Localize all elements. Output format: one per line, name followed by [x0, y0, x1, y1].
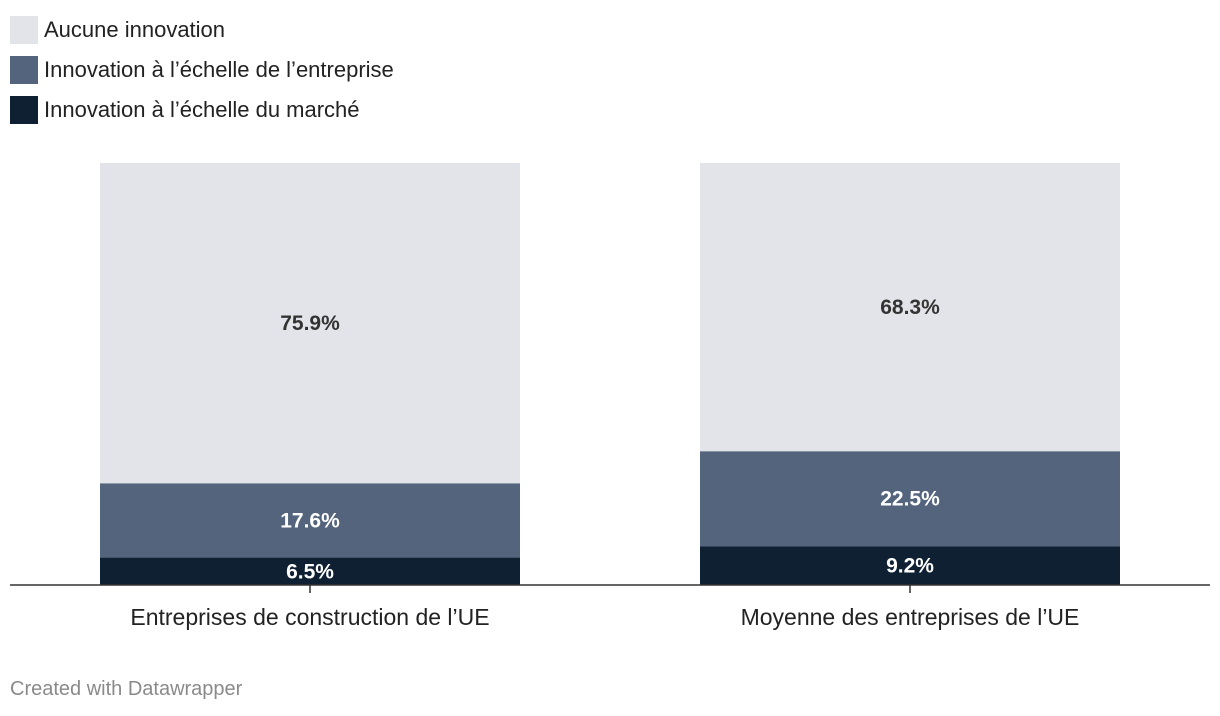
legend-swatch [10, 56, 38, 84]
bar-segment-aucune-innovation [700, 163, 1120, 452]
legend-swatch [10, 96, 38, 124]
legend-item-innovation-entreprise: Innovation à l’échelle de l’entreprise [10, 50, 394, 90]
legend-label: Innovation à l’échelle de l’entreprise [44, 57, 394, 82]
legend-label: Innovation à l’échelle du marché [44, 97, 360, 122]
data-label: 22.5% [880, 488, 940, 511]
bar-segment-innovation-a-l-echelle-de-l-entreprise [100, 483, 520, 558]
data-label: 17.6% [280, 509, 340, 532]
bar-segment-innovation-a-l-echelle-du-marche [700, 546, 1120, 585]
x-tick-label: Moyenne des entreprises de l’UE [741, 604, 1080, 630]
x-tick-label: Entreprises de construction de l’UE [130, 604, 489, 630]
data-label: 6.5% [286, 560, 334, 583]
data-label: 9.2% [886, 555, 934, 578]
legend-swatch [10, 16, 38, 44]
bar-segment-innovation-a-l-echelle-de-l-entreprise [700, 451, 1120, 547]
legend-label: Aucune innovation [44, 17, 226, 42]
legend: Aucune innovation Innovation à l’échelle… [10, 10, 394, 130]
bar-segment-innovation-a-l-echelle-du-marche [100, 557, 520, 585]
credit-text: Created with Datawrapper [10, 678, 243, 700]
legend-item-aucune-innovation: Aucune innovation [10, 10, 394, 50]
bar-segment-aucune-innovation [100, 163, 520, 484]
legend-item-innovation-marche: Innovation à l’échelle du marché [10, 90, 394, 130]
data-label: 68.3% [880, 296, 940, 319]
data-label: 75.9% [280, 312, 340, 335]
